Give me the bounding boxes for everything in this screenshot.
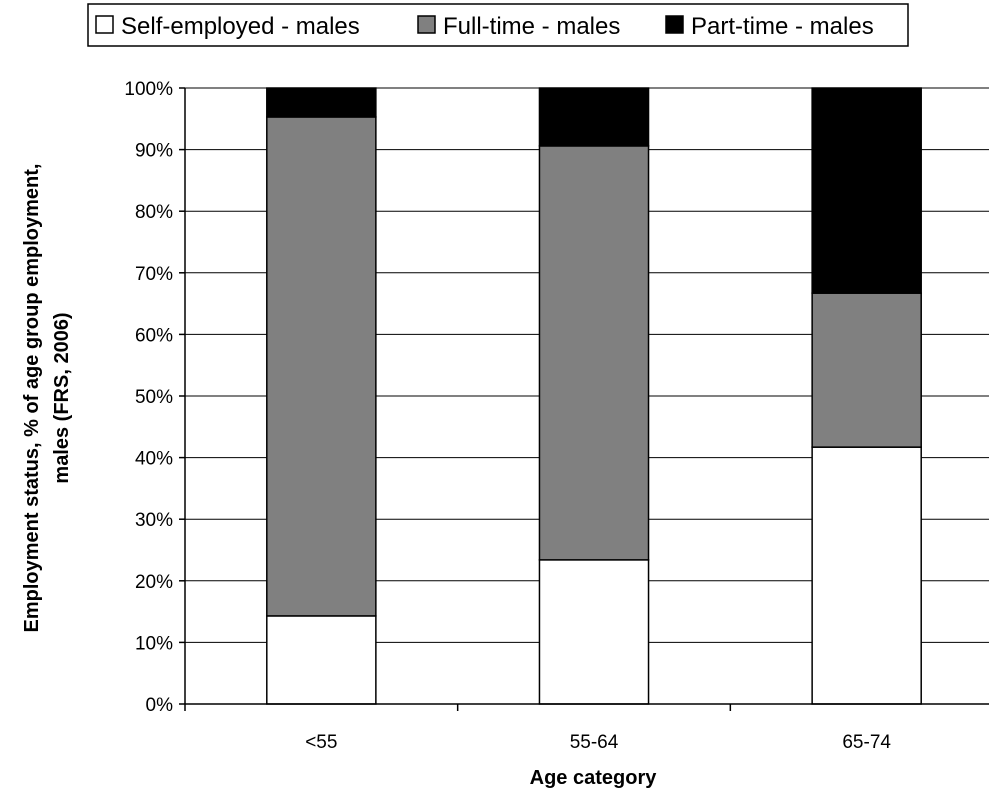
x-axis-title: Age category	[530, 767, 658, 789]
legend-swatch	[95, 15, 114, 34]
bar-segment	[538, 145, 650, 561]
y-tick-label: 20%	[135, 572, 173, 593]
bar-segment	[266, 615, 377, 705]
legend: Self-employed - males Full-time - males Pa…	[95, 13, 874, 40]
x-tick-label: 65-74	[842, 732, 891, 753]
y-tick-label: 0%	[146, 695, 174, 716]
legend-label: Full-time - males	[443, 13, 620, 40]
y-axis-ticks: 0% 10% 20% 30% 40% 50% 60% 70% 80% 90% 100%	[124, 79, 185, 716]
x-axis-ticks: <55 55-64 65-74	[184, 704, 891, 753]
bar-segment	[811, 446, 922, 705]
y-tick-label: 100%	[124, 79, 173, 100]
bar-segment	[538, 559, 650, 705]
legend-swatch	[417, 15, 436, 34]
y-tick-label: 70%	[135, 264, 173, 285]
bar-segment	[266, 116, 377, 617]
bar-segment	[811, 292, 922, 448]
legend-label: Self-employed - males	[121, 13, 360, 40]
y-tick-label: 50%	[135, 387, 173, 408]
bars	[266, 87, 922, 705]
y-tick-label: 80%	[135, 202, 173, 223]
y-axis-title-line-1: Employment status, % of age group employ…	[21, 164, 43, 633]
bar-segment	[538, 87, 650, 147]
x-tick-label: 55-64	[570, 732, 619, 753]
bar-segment	[811, 87, 922, 294]
y-tick-label: 40%	[135, 449, 173, 470]
x-tick-label: <55	[305, 732, 337, 753]
y-axis-title: Employment status, % of age group employ…	[21, 164, 73, 633]
y-axis-title-line-2: males (FRS, 2006)	[51, 312, 73, 483]
y-tick-label: 10%	[135, 633, 173, 654]
y-tick-label: 30%	[135, 510, 173, 531]
legend-box	[87, 3, 909, 47]
y-tick-label: 90%	[135, 141, 173, 162]
bar-segment	[266, 87, 377, 118]
legend-label: Part-time - males	[691, 13, 874, 40]
legend-swatch	[665, 15, 684, 34]
y-tick-label: 60%	[135, 325, 173, 346]
